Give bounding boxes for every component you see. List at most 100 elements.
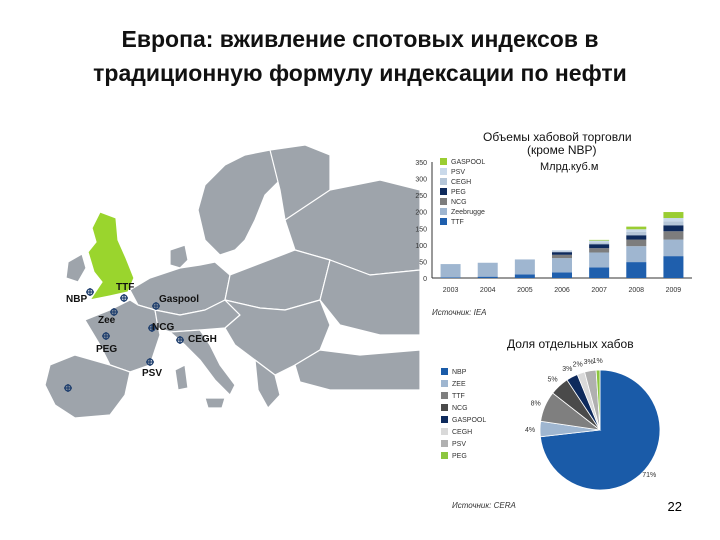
bar-segment bbox=[589, 267, 610, 278]
bar-x-tick-label: 2009 bbox=[666, 287, 682, 294]
bar-y-tick-label: 250 bbox=[415, 193, 427, 200]
bar-legend-swatch bbox=[440, 208, 447, 215]
bar-segment bbox=[589, 244, 610, 249]
pie-data-label: 71% bbox=[642, 472, 656, 479]
bar-segment bbox=[589, 252, 610, 268]
hub-marker-psv bbox=[146, 358, 154, 366]
pie-legend-swatch bbox=[441, 428, 448, 435]
pie-legend-label: PEG bbox=[452, 453, 467, 460]
bar-segment bbox=[589, 248, 610, 253]
bar-chart-ylabel: Млрд.куб.м bbox=[540, 161, 599, 173]
bar-segment bbox=[477, 276, 498, 278]
pie-legend-swatch bbox=[441, 392, 448, 399]
bar-segment bbox=[663, 212, 684, 219]
bar-segment bbox=[626, 235, 647, 240]
bar-legend-swatch bbox=[440, 188, 447, 195]
bar-y-tick-label: 50 bbox=[419, 259, 427, 266]
bar-legend-swatch bbox=[440, 158, 447, 165]
pie-legend-label: TTF bbox=[452, 393, 465, 400]
bar-x-tick-label: 2005 bbox=[517, 287, 533, 294]
hub-marker-gaspool bbox=[152, 302, 160, 310]
hub-label-psv: PSV bbox=[142, 368, 162, 379]
hub-marker-cegh bbox=[176, 336, 184, 344]
pie-chart-source: Источник: CERA bbox=[452, 501, 516, 510]
bar-segment bbox=[552, 251, 572, 253]
pie-legend-swatch bbox=[441, 404, 448, 411]
bar-legend-label: PEG bbox=[451, 189, 466, 196]
bar-segment bbox=[552, 272, 572, 278]
bar-y-tick-label: 300 bbox=[415, 177, 427, 184]
pie-data-label: 8% bbox=[531, 400, 541, 407]
pie-legend-swatch bbox=[441, 452, 448, 459]
hub-marker-ttf bbox=[120, 294, 128, 302]
bar-y-tick-label: 350 bbox=[415, 160, 427, 167]
bar-segment bbox=[552, 258, 572, 273]
hub-share-pie-chart: 71%4%8%5%3%2% 3%1%NBPZEETTFNCGGASPOOLCEGH… bbox=[441, 358, 661, 491]
bar-legend-label: GASPOOL bbox=[451, 159, 485, 166]
bar-segment bbox=[589, 239, 610, 241]
bar-segment bbox=[663, 221, 684, 226]
bar-chart-source: Источник: IEA bbox=[432, 308, 487, 317]
slide-title: Европа: вживление спотовых индексов в тр… bbox=[40, 22, 680, 90]
pie-legend-label: NCG bbox=[452, 405, 468, 412]
hub-label-ncg: NCG bbox=[152, 322, 174, 333]
hub-label-cegh: CEGH bbox=[188, 334, 217, 345]
slide-title-line-2: традиционную формулу индексации по нефти bbox=[93, 60, 627, 86]
pie-legend-swatch bbox=[441, 380, 448, 387]
bar-legend-label: CEGH bbox=[451, 179, 471, 186]
bar-y-tick-label: 150 bbox=[415, 226, 427, 233]
pie-legend-swatch bbox=[441, 416, 448, 423]
bar-segment bbox=[514, 259, 535, 275]
pie-data-label: 4% bbox=[525, 427, 535, 434]
bar-segment bbox=[440, 277, 461, 278]
bar-legend-label: NCG bbox=[451, 199, 467, 206]
bar-legend-swatch bbox=[440, 168, 447, 175]
bar-legend-label: Zeebrugge bbox=[451, 209, 485, 216]
pie-data-label: 5% bbox=[547, 377, 557, 384]
hub-label-nbp: NBP bbox=[66, 294, 87, 305]
map-landmass bbox=[44, 144, 421, 419]
bar-chart-title: Объемы хабовой торговли bbox=[483, 130, 632, 144]
bar-legend-swatch bbox=[440, 178, 447, 185]
hub-marker-zee bbox=[110, 308, 118, 316]
hub-label-ttf: TTF bbox=[116, 282, 134, 293]
hub-label-peg: PEG bbox=[96, 344, 117, 355]
bar-y-tick-label: 0 bbox=[423, 276, 427, 283]
bar-x-tick-label: 2007 bbox=[591, 287, 607, 294]
bar-segment bbox=[552, 252, 572, 255]
pie-legend-label: ZEE bbox=[452, 381, 466, 388]
uk-highlight bbox=[87, 211, 135, 301]
bar-segment bbox=[514, 274, 535, 278]
hub-volume-bar-chart: 0 50 100 150 200 250 300 350 2003 2004 2005 2006 200… bbox=[415, 158, 692, 294]
pie-legend-label: CEGH bbox=[452, 429, 472, 436]
bar-legend-label: TTF bbox=[451, 219, 464, 226]
bar-segment bbox=[663, 239, 684, 257]
bar-segment bbox=[589, 242, 610, 245]
bar-segment bbox=[626, 226, 647, 230]
page-number: 22 bbox=[667, 499, 682, 514]
pie-data-label: 3% bbox=[584, 359, 594, 366]
bar-legend-swatch bbox=[440, 198, 447, 205]
pie-legend-label: PSV bbox=[452, 441, 466, 448]
hub-markers bbox=[64, 288, 184, 392]
bar-x-tick-label: 2008 bbox=[628, 287, 644, 294]
pie-legend-swatch bbox=[441, 440, 448, 447]
pie-data-label: 2% bbox=[573, 362, 583, 369]
bar-segment bbox=[626, 262, 647, 278]
pie-legend-swatch bbox=[441, 368, 448, 375]
bar-segment bbox=[626, 246, 647, 263]
bar-segment bbox=[663, 231, 684, 240]
bar-segment bbox=[477, 262, 498, 277]
europe-hub-map: NBP TTF Gaspool Zee NCG CEGH PEG PSV bbox=[44, 144, 421, 419]
bar-segment bbox=[626, 229, 647, 232]
bar-segment bbox=[552, 250, 572, 252]
bar-segment bbox=[626, 231, 647, 236]
bar-segment bbox=[589, 240, 610, 243]
hub-marker-peg bbox=[102, 332, 110, 340]
bar-x-tick-label: 2003 bbox=[443, 287, 459, 294]
pie-legend-label: GASPOOL bbox=[452, 417, 486, 424]
bar-chart-subtitle: (кроме NBP) bbox=[527, 143, 597, 157]
hub-label-zee: Zee bbox=[98, 315, 116, 326]
hub-label-gaspool: Gaspool bbox=[159, 294, 199, 305]
pie-data-label: 1% bbox=[593, 358, 603, 365]
